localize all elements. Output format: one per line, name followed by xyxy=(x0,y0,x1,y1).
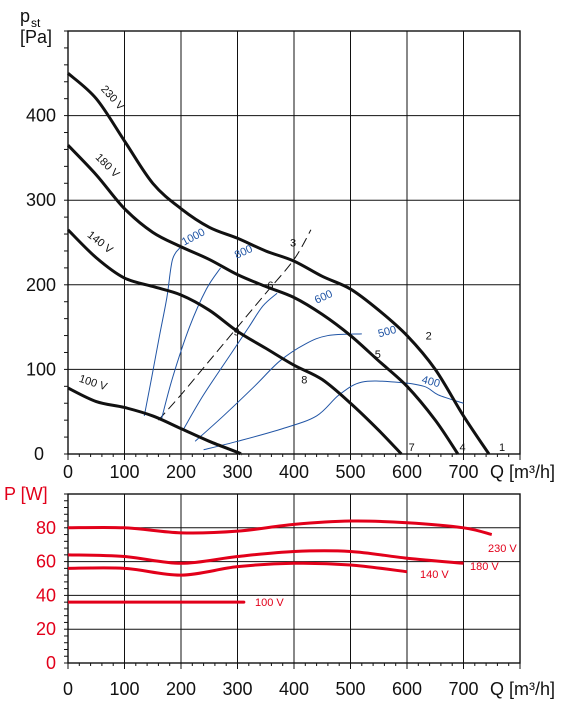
x-tick-label: 700 xyxy=(448,679,478,699)
y-tick-label: 0 xyxy=(46,653,56,673)
power-curve-label: 180 V xyxy=(470,561,499,573)
point-label: 3 xyxy=(290,238,296,250)
speed-curve-label: 600 xyxy=(313,288,335,307)
voltage-curve xyxy=(66,144,460,455)
speed-curve xyxy=(143,246,182,417)
x-tick-label: 300 xyxy=(222,679,252,699)
x-tick-label: 500 xyxy=(335,462,365,482)
y-axis-label: P [W] xyxy=(4,484,48,504)
power-curve-label: 100 V xyxy=(255,597,284,609)
y-tick-label: 80 xyxy=(36,518,56,538)
y-tick-label: 100 xyxy=(26,359,56,379)
x-tick-label: 100 xyxy=(109,462,139,482)
voltage-curve xyxy=(66,228,403,456)
y-tick-label: 40 xyxy=(36,585,56,605)
x-axis-label: Q [m³/h] xyxy=(490,679,555,699)
x-tick-label: 200 xyxy=(166,462,196,482)
x-tick-label: 600 xyxy=(392,679,422,699)
power-curve-label: 140 V xyxy=(420,569,449,581)
pressure-chart: 0 100 200 300 400 500 600 700 0 100 200 300 400 p st[P… xyxy=(20,6,555,482)
system-curve xyxy=(158,229,312,421)
y-tick-label: 400 xyxy=(26,106,56,126)
power-curve-label: 230 V xyxy=(488,543,517,555)
x-tick-label: 0 xyxy=(63,679,73,699)
power-chart: 0 100 200 300 400 500 600 700 0 20 40 60 80 P [W] Q [m… xyxy=(4,484,555,699)
x-tick-label: 500 xyxy=(335,679,365,699)
x-tick-label: 700 xyxy=(448,462,478,482)
x-tick-label: 400 xyxy=(279,679,309,699)
speed-curve-label: 500 xyxy=(377,324,398,340)
power-curve xyxy=(67,561,408,577)
x-axis-label: Q [m³/h] xyxy=(490,462,555,482)
speed-curve xyxy=(183,292,278,429)
point-label: 6 xyxy=(267,280,273,292)
point-label: 5 xyxy=(375,349,381,361)
point-label: 7 xyxy=(409,442,415,454)
voltage-curve xyxy=(67,386,243,456)
x-tick-label: 400 xyxy=(279,462,309,482)
x-tick-label: 100 xyxy=(109,679,139,699)
y-tick-label: 300 xyxy=(26,190,56,210)
y-tick-label: 20 xyxy=(36,619,56,639)
speed-curve xyxy=(194,333,362,442)
speed-curve-label: 400 xyxy=(420,374,441,390)
y-axis-label-sub: st xyxy=(31,16,41,30)
power-curve xyxy=(67,519,493,537)
point-label: 4 xyxy=(460,442,466,454)
point-label: 9 xyxy=(234,326,240,338)
y-axis-unit: [Pa] xyxy=(20,27,52,47)
speed-curve xyxy=(203,380,464,451)
point-label: 8 xyxy=(301,375,307,387)
x-tick-label: 0 xyxy=(63,462,73,482)
x-tick-label: 200 xyxy=(166,679,196,699)
voltage-curve-label: 100 V xyxy=(77,373,109,394)
x-tick-label: 300 xyxy=(222,462,252,482)
voltage-curve xyxy=(66,72,491,455)
speed-curve-label: 1000 xyxy=(180,226,207,248)
y-tick-label: 200 xyxy=(26,275,56,295)
power-curve xyxy=(67,549,464,565)
point-label: 2 xyxy=(426,331,432,343)
y-tick-label: 60 xyxy=(36,552,56,572)
speed-curve xyxy=(160,267,221,421)
point-label: 1 xyxy=(499,442,505,454)
x-tick-label: 600 xyxy=(392,462,422,482)
y-tick-label: 0 xyxy=(34,444,44,464)
y-axis-label: p xyxy=(20,6,30,26)
